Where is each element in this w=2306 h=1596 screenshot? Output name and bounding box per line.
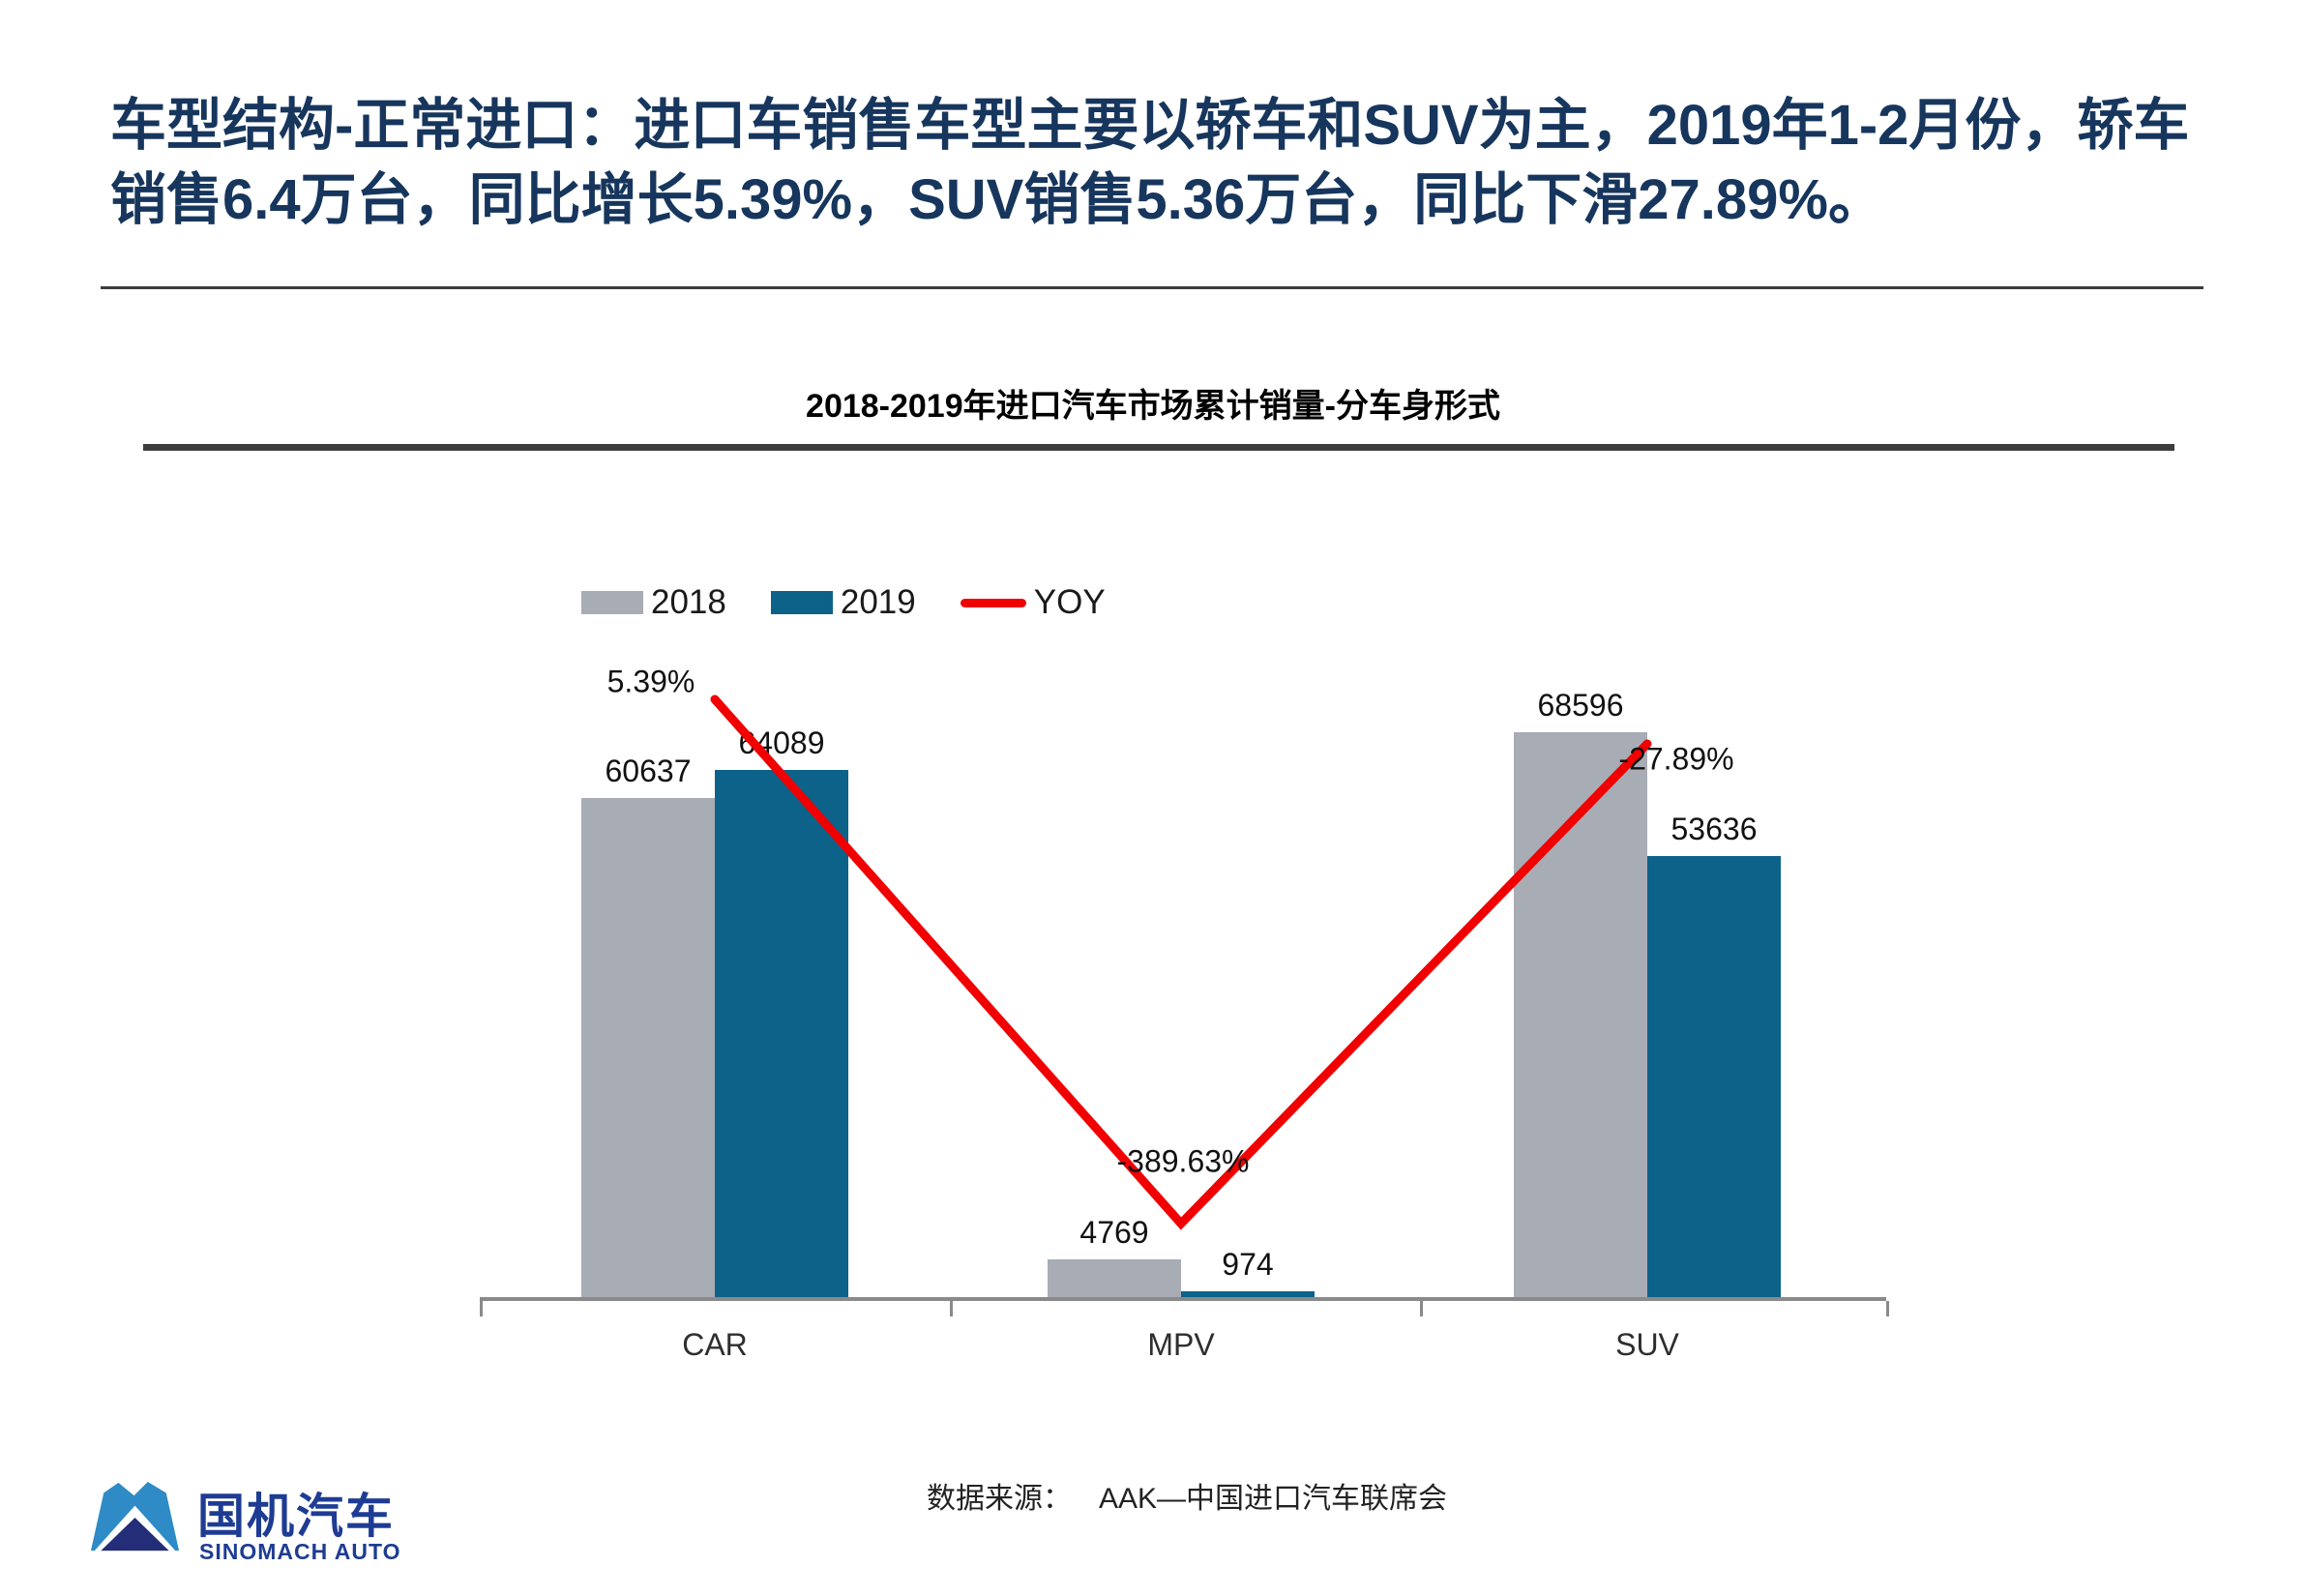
- logo-text-en: SINOMACH AUTO: [199, 1539, 401, 1564]
- x-axis-tick-1: [950, 1301, 953, 1316]
- bar-2018-CAR: [581, 798, 715, 1299]
- chart-title: 2018-2019年进口汽车市场累计销量-分车身形式: [806, 388, 1500, 425]
- legend-line-yoy-icon: [960, 598, 1026, 607]
- legend-swatch-2019-icon: [770, 591, 833, 614]
- value-label-2019-MPV: 974: [1222, 1247, 1274, 1282]
- value-label-2019-SUV: 53636: [1670, 812, 1758, 846]
- legend-label-2018: 2018: [651, 583, 726, 621]
- chart-legend: 2018 2019 YOY: [581, 583, 1150, 622]
- bar-2018-SUV: [1514, 732, 1647, 1299]
- title-separator: [101, 286, 2203, 289]
- category-label-SUV: SUV: [1615, 1327, 1679, 1362]
- data-source-value: AAK—中国进口汽车联席会: [1099, 1483, 1448, 1515]
- value-label-2018-SUV: 68596: [1537, 688, 1624, 723]
- bar-2019-SUV: [1647, 856, 1781, 1299]
- legend-item-2019: 2019: [770, 583, 916, 622]
- yoy-label-MPV: -389.63%: [1116, 1143, 1250, 1179]
- bar-2018-MPV: [1048, 1259, 1181, 1299]
- chart-title-underline: [143, 444, 2174, 451]
- data-source-gap: [1072, 1474, 1099, 1517]
- legend-label-yoy: YOY: [1033, 583, 1106, 621]
- category-label-MPV: MPV: [1147, 1327, 1215, 1362]
- legend-label-2019: 2019: [840, 583, 916, 621]
- legend-item-2018: 2018: [581, 583, 726, 622]
- yoy-label-CAR: 5.39%: [606, 664, 695, 699]
- category-label-CAR: CAR: [682, 1327, 748, 1362]
- legend-item-yoy: YOY: [960, 583, 1106, 622]
- page-title: 车型结构-正常进口：进口车销售车型主要以轿车和SUV为主，2019年1-2月份，…: [110, 94, 2190, 231]
- value-label-2018-MPV: 4769: [1079, 1215, 1149, 1250]
- x-axis-tick-3: [1886, 1301, 1889, 1316]
- x-axis-tick-2: [1420, 1301, 1423, 1316]
- sinomach-logo-icon: [90, 1481, 180, 1552]
- x-axis-tick-0: [480, 1301, 483, 1316]
- value-label-2018-CAR: 60637: [605, 754, 692, 788]
- x-axis: [480, 1297, 1886, 1301]
- bar-2019-CAR: [715, 770, 848, 1299]
- value-label-2019-CAR: 64089: [738, 725, 825, 760]
- data-source: 数据来源： AAK—中国进口汽车联席会: [927, 1474, 1447, 1517]
- bar-2019-MPV: [1181, 1291, 1315, 1299]
- legend-swatch-2018-icon: [581, 591, 643, 614]
- data-source-label: 数据来源：: [927, 1483, 1072, 1515]
- yoy-label-SUV: -27.89%: [1618, 741, 1734, 777]
- logo-text-cn: 国机汽车: [197, 1491, 396, 1543]
